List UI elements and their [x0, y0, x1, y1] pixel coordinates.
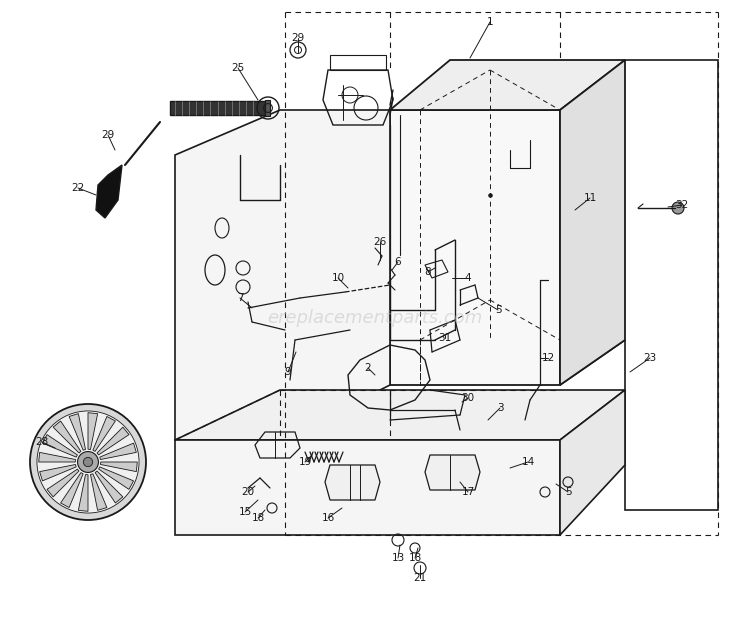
Polygon shape — [39, 452, 76, 462]
Polygon shape — [88, 413, 98, 449]
Text: 25: 25 — [232, 63, 244, 73]
Text: 18: 18 — [251, 513, 265, 523]
Text: 29: 29 — [101, 130, 115, 140]
Polygon shape — [325, 465, 380, 500]
Polygon shape — [53, 421, 81, 453]
Polygon shape — [175, 440, 560, 535]
Text: 20: 20 — [242, 487, 254, 497]
Text: 5: 5 — [565, 487, 572, 497]
Text: 1: 1 — [487, 17, 494, 27]
Text: 11: 11 — [584, 193, 597, 203]
Circle shape — [77, 452, 98, 472]
Text: 13: 13 — [392, 553, 405, 563]
Polygon shape — [560, 60, 625, 385]
Polygon shape — [95, 471, 123, 503]
Text: 18: 18 — [409, 553, 422, 563]
Text: 9: 9 — [285, 367, 291, 377]
Polygon shape — [175, 390, 625, 440]
Polygon shape — [79, 475, 88, 511]
Text: ereplacementparts.com: ereplacementparts.com — [268, 309, 483, 327]
Text: 32: 32 — [675, 200, 688, 210]
Polygon shape — [560, 390, 625, 535]
Polygon shape — [100, 443, 136, 460]
Polygon shape — [175, 110, 390, 440]
Text: 29: 29 — [292, 33, 304, 43]
Polygon shape — [43, 434, 77, 457]
Circle shape — [30, 404, 146, 520]
Text: 12: 12 — [542, 353, 554, 363]
Text: 21: 21 — [413, 573, 427, 583]
Circle shape — [672, 202, 684, 214]
Text: 17: 17 — [461, 487, 475, 497]
Polygon shape — [265, 100, 270, 116]
Polygon shape — [61, 473, 83, 507]
Text: 26: 26 — [374, 237, 387, 247]
Polygon shape — [425, 455, 480, 490]
Polygon shape — [390, 60, 625, 110]
Polygon shape — [170, 101, 265, 115]
Text: 30: 30 — [461, 393, 475, 403]
Polygon shape — [390, 110, 560, 385]
Text: 28: 28 — [35, 437, 49, 447]
Polygon shape — [97, 427, 129, 455]
Polygon shape — [40, 465, 76, 481]
Text: 10: 10 — [332, 273, 344, 283]
Polygon shape — [98, 467, 134, 489]
Polygon shape — [93, 417, 116, 451]
Polygon shape — [100, 462, 137, 472]
Text: 19: 19 — [298, 457, 312, 467]
Polygon shape — [96, 165, 122, 218]
Circle shape — [83, 457, 93, 467]
Polygon shape — [69, 413, 86, 450]
Text: 31: 31 — [438, 333, 452, 343]
Polygon shape — [47, 469, 79, 497]
Text: 14: 14 — [521, 457, 535, 467]
Text: 4: 4 — [465, 273, 471, 283]
Text: 5: 5 — [495, 305, 501, 315]
Polygon shape — [91, 474, 106, 510]
Text: 8: 8 — [424, 267, 431, 277]
Text: 15: 15 — [238, 507, 252, 517]
Text: 22: 22 — [71, 183, 85, 193]
Text: 3: 3 — [496, 403, 503, 413]
Text: 16: 16 — [322, 513, 334, 523]
Text: 23: 23 — [644, 353, 657, 363]
Text: 7: 7 — [237, 293, 243, 303]
Text: 6: 6 — [394, 257, 401, 267]
Text: 2: 2 — [364, 363, 371, 373]
Circle shape — [37, 411, 139, 513]
